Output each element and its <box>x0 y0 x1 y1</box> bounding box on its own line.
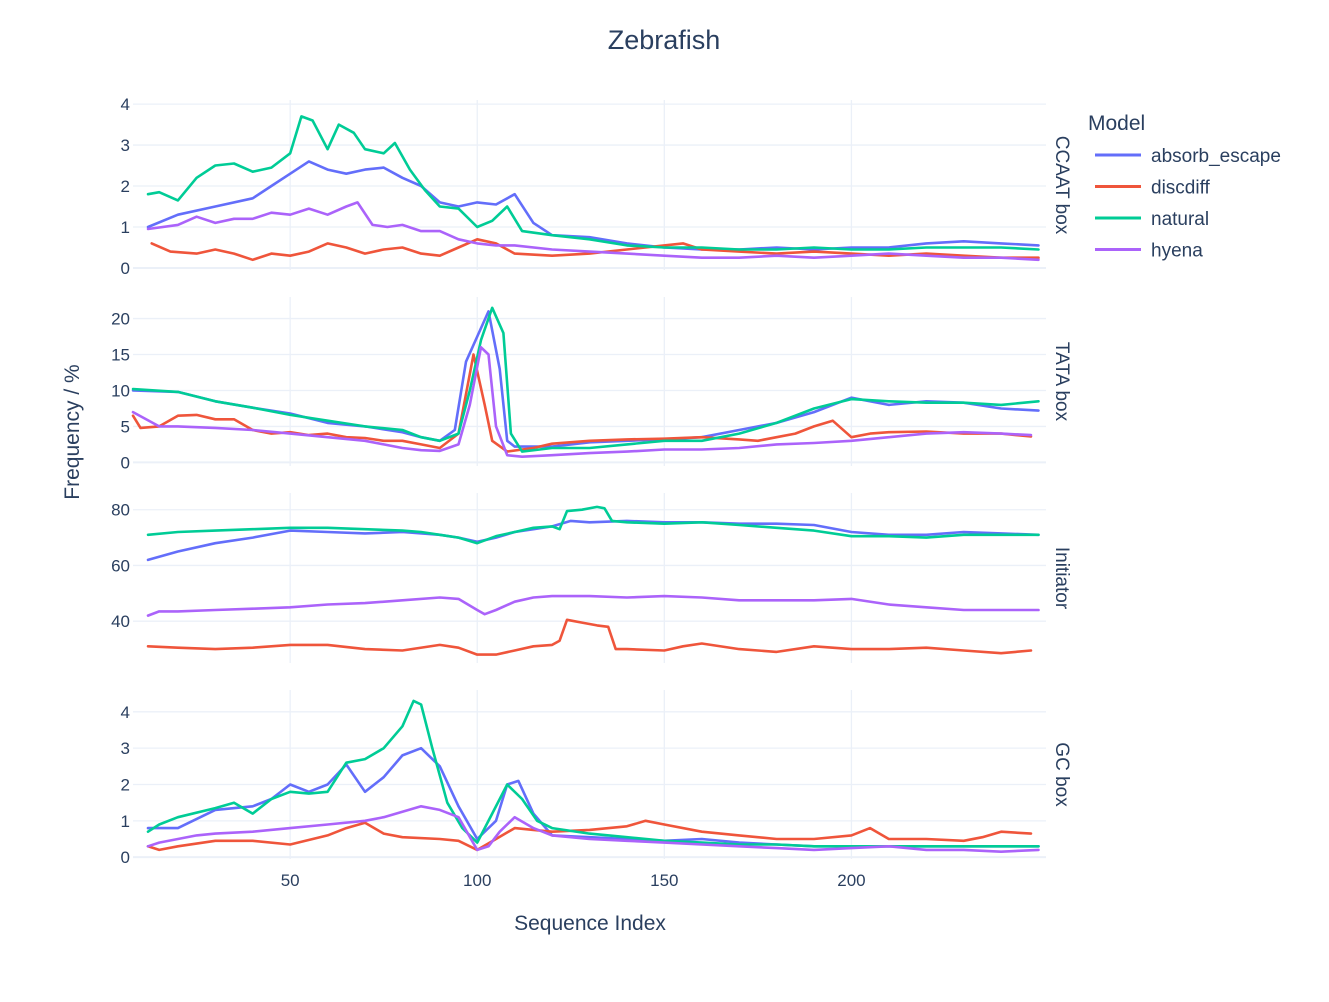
y-tick-label: 5 <box>121 417 130 436</box>
legend-title: Model <box>1088 112 1145 135</box>
y-tick-label: 3 <box>121 739 130 758</box>
y-tick-label: 10 <box>111 381 130 400</box>
y-tick-label: 2 <box>121 177 130 196</box>
legend-item-discdiff[interactable]: discdiff <box>1095 178 1211 199</box>
panel-label-gc-box: GC box <box>1051 742 1072 807</box>
legend-label: hyena <box>1151 241 1203 262</box>
y-tick-label: 2 <box>121 775 130 794</box>
y-tick-label: 0 <box>121 453 130 472</box>
y-axis-label: Frequency / % <box>61 364 84 499</box>
panel-label-ccaat-box: CCAAT box <box>1051 136 1072 235</box>
panel-gc-box: 0 1 2 3 4 GC box <box>121 690 1072 867</box>
series-line-absorb-escape-initiator <box>146 519 1040 562</box>
panel-ccaat-box: 0 1 2 3 4 CCAAT box <box>121 95 1072 278</box>
series-line-absorb-escape-ccaat-box <box>146 160 1040 251</box>
series-line-hyena-gc-box <box>146 805 1040 853</box>
y-tick-label: 40 <box>111 612 130 631</box>
y-tick-label: 4 <box>121 95 130 114</box>
series-line-hyena-ccaat-box <box>146 201 1040 262</box>
series-line-hyena-initiator <box>146 594 1040 617</box>
x-tick-label: 100 <box>463 871 491 890</box>
y-tick-label: 4 <box>121 703 130 722</box>
legend-item-hyena[interactable]: hyena <box>1095 241 1203 262</box>
series-line-absorb-escape-gc-box <box>146 746 1040 848</box>
y-tick-label: 1 <box>121 812 130 831</box>
legend-items: absorb_escape discdiff natural hyena <box>1095 146 1281 262</box>
legend-label: natural <box>1151 209 1209 230</box>
y-tick-label: 0 <box>121 848 130 867</box>
legend-item-absorb-escape[interactable]: absorb_escape <box>1095 146 1281 167</box>
legend-label: absorb_escape <box>1151 146 1281 167</box>
series-line-absorb-escape-tata-box <box>131 310 1040 448</box>
series-line-hyena-tata-box <box>131 346 1033 458</box>
x-axis-label: Sequence Index <box>514 912 666 935</box>
series-line-discdiff-initiator <box>146 618 1033 656</box>
panel-label-initiator: Initiator <box>1051 547 1072 610</box>
y-tick-label: 15 <box>111 346 130 365</box>
panel-tata-box: 0 5 10 15 20 TATA box <box>111 297 1072 472</box>
y-tick-label: 1 <box>121 218 130 237</box>
x-tick-label: 50 <box>281 871 300 890</box>
series-line-natural-ccaat-box <box>146 115 1040 251</box>
series-line-natural-gc-box <box>146 699 1040 848</box>
y-tick-label: 60 <box>111 556 130 575</box>
series-line-natural-initiator <box>146 505 1040 545</box>
series-line-natural-tata-box <box>131 306 1040 453</box>
series-line-discdiff-tata-box <box>131 353 1033 453</box>
series-line-discdiff-ccaat-box <box>150 238 1040 262</box>
y-tick-label: 20 <box>111 310 130 329</box>
x-tick-label: 150 <box>650 871 678 890</box>
x-tick-label: 200 <box>837 871 865 890</box>
legend-item-natural[interactable]: natural <box>1095 209 1209 230</box>
chart-title: Zebrafish <box>608 25 721 55</box>
y-tick-label: 3 <box>121 136 130 155</box>
y-tick-label: 80 <box>111 501 130 520</box>
y-tick-label: 0 <box>121 259 130 278</box>
legend-label: discdiff <box>1151 178 1211 199</box>
panel-label-tata-box: TATA box <box>1051 342 1072 422</box>
legend: Model absorb_escape discdiff natural hyena <box>1088 112 1281 262</box>
panel-initiator: 40 60 80 Initiator <box>111 493 1072 663</box>
